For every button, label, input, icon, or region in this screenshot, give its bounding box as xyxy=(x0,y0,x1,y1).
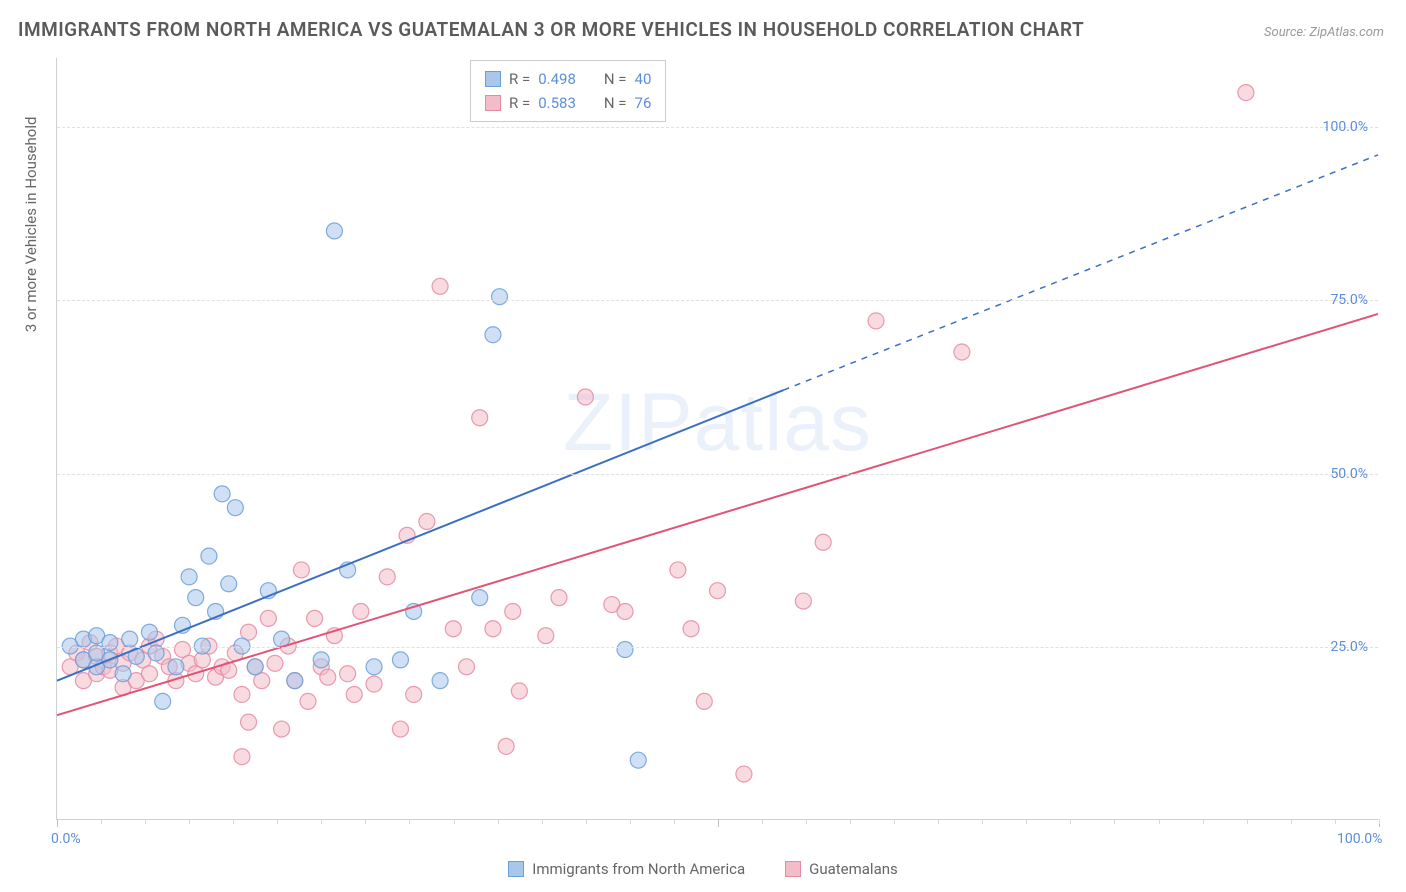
gridline xyxy=(57,647,1378,648)
xtick-minor xyxy=(674,819,675,824)
ytick-label: 25.0% xyxy=(1330,639,1368,655)
xtick-minor xyxy=(586,819,587,824)
legend-item-series-1: Guatemalans xyxy=(785,860,898,878)
xtick-minor xyxy=(1379,819,1380,824)
xtick-minor xyxy=(982,819,983,824)
xtick-minor xyxy=(630,819,631,824)
xtick-minor xyxy=(1247,819,1248,824)
legend-item-series-0: Immigrants from North America xyxy=(508,860,745,878)
xtick-minor xyxy=(542,819,543,824)
gridline xyxy=(57,127,1378,128)
xtick-minor xyxy=(321,819,322,824)
legend-r-label: R = xyxy=(509,94,530,112)
legend-n-value: 40 xyxy=(635,70,652,88)
ytick-label: 50.0% xyxy=(1330,466,1368,482)
xtick-minor xyxy=(1335,819,1336,824)
xtick-minor xyxy=(277,819,278,824)
swatch-icon xyxy=(508,861,524,877)
legend-r-value: 0.498 xyxy=(538,70,576,88)
gridline xyxy=(57,300,1378,301)
y-axis-label: 3 or more Vehicles in Household xyxy=(22,117,40,333)
xtick-minor xyxy=(145,819,146,824)
xtick-minor xyxy=(101,819,102,824)
legend-row-series-1: R = 0.583 N = 76 xyxy=(485,91,651,115)
xtick-minor xyxy=(762,819,763,824)
source-credit: Source: ZipAtlas.com xyxy=(1264,25,1384,40)
xtick-major xyxy=(718,819,719,827)
legend-label: Guatemalans xyxy=(809,860,898,878)
legend-r-label: R = xyxy=(509,70,530,88)
swatch-icon xyxy=(485,95,501,111)
xtick-minor xyxy=(454,819,455,824)
ytick-label: 100.0% xyxy=(1323,119,1368,135)
chart-title: IMMIGRANTS FROM NORTH AMERICA VS GUATEMA… xyxy=(18,18,1084,41)
xtick-minor xyxy=(233,819,234,824)
xtick-minor xyxy=(938,819,939,824)
swatch-icon xyxy=(485,71,501,87)
swatch-icon xyxy=(785,861,801,877)
correlation-legend: R = 0.498 N = 40 R = 0.583 N = 76 xyxy=(470,60,666,122)
legend-row-series-0: R = 0.498 N = 40 xyxy=(485,67,651,91)
ytick-label: 75.0% xyxy=(1330,292,1368,308)
series-legend: Immigrants from North America Guatemalan… xyxy=(0,860,1406,878)
xtick-minor xyxy=(189,819,190,824)
xtick-minor xyxy=(1203,819,1204,824)
legend-n-label: N = xyxy=(604,94,627,112)
xtick-minor xyxy=(1114,819,1115,824)
xtick-label: 0.0% xyxy=(51,831,81,847)
legend-label: Immigrants from North America xyxy=(532,860,745,878)
legend-r-value: 0.583 xyxy=(538,94,576,112)
legend-n-value: 76 xyxy=(635,94,652,112)
xtick-minor xyxy=(850,819,851,824)
xtick-minor xyxy=(498,819,499,824)
legend-n-label: N = xyxy=(604,70,627,88)
plot-area: ZIPatlas 25.0%50.0%75.0%100.0%0.0%100.0% xyxy=(56,58,1378,820)
xtick-minor xyxy=(365,819,366,824)
xtick-minor xyxy=(806,819,807,824)
xtick-minor xyxy=(1159,819,1160,824)
xtick-major xyxy=(57,819,58,827)
xtick-label: 100.0% xyxy=(1337,831,1382,847)
xtick-minor xyxy=(1026,819,1027,824)
chart-svg xyxy=(57,58,1378,819)
gridline xyxy=(57,474,1378,475)
xtick-minor xyxy=(1291,819,1292,824)
xtick-minor xyxy=(894,819,895,824)
xtick-minor xyxy=(1070,819,1071,824)
xtick-minor xyxy=(409,819,410,824)
